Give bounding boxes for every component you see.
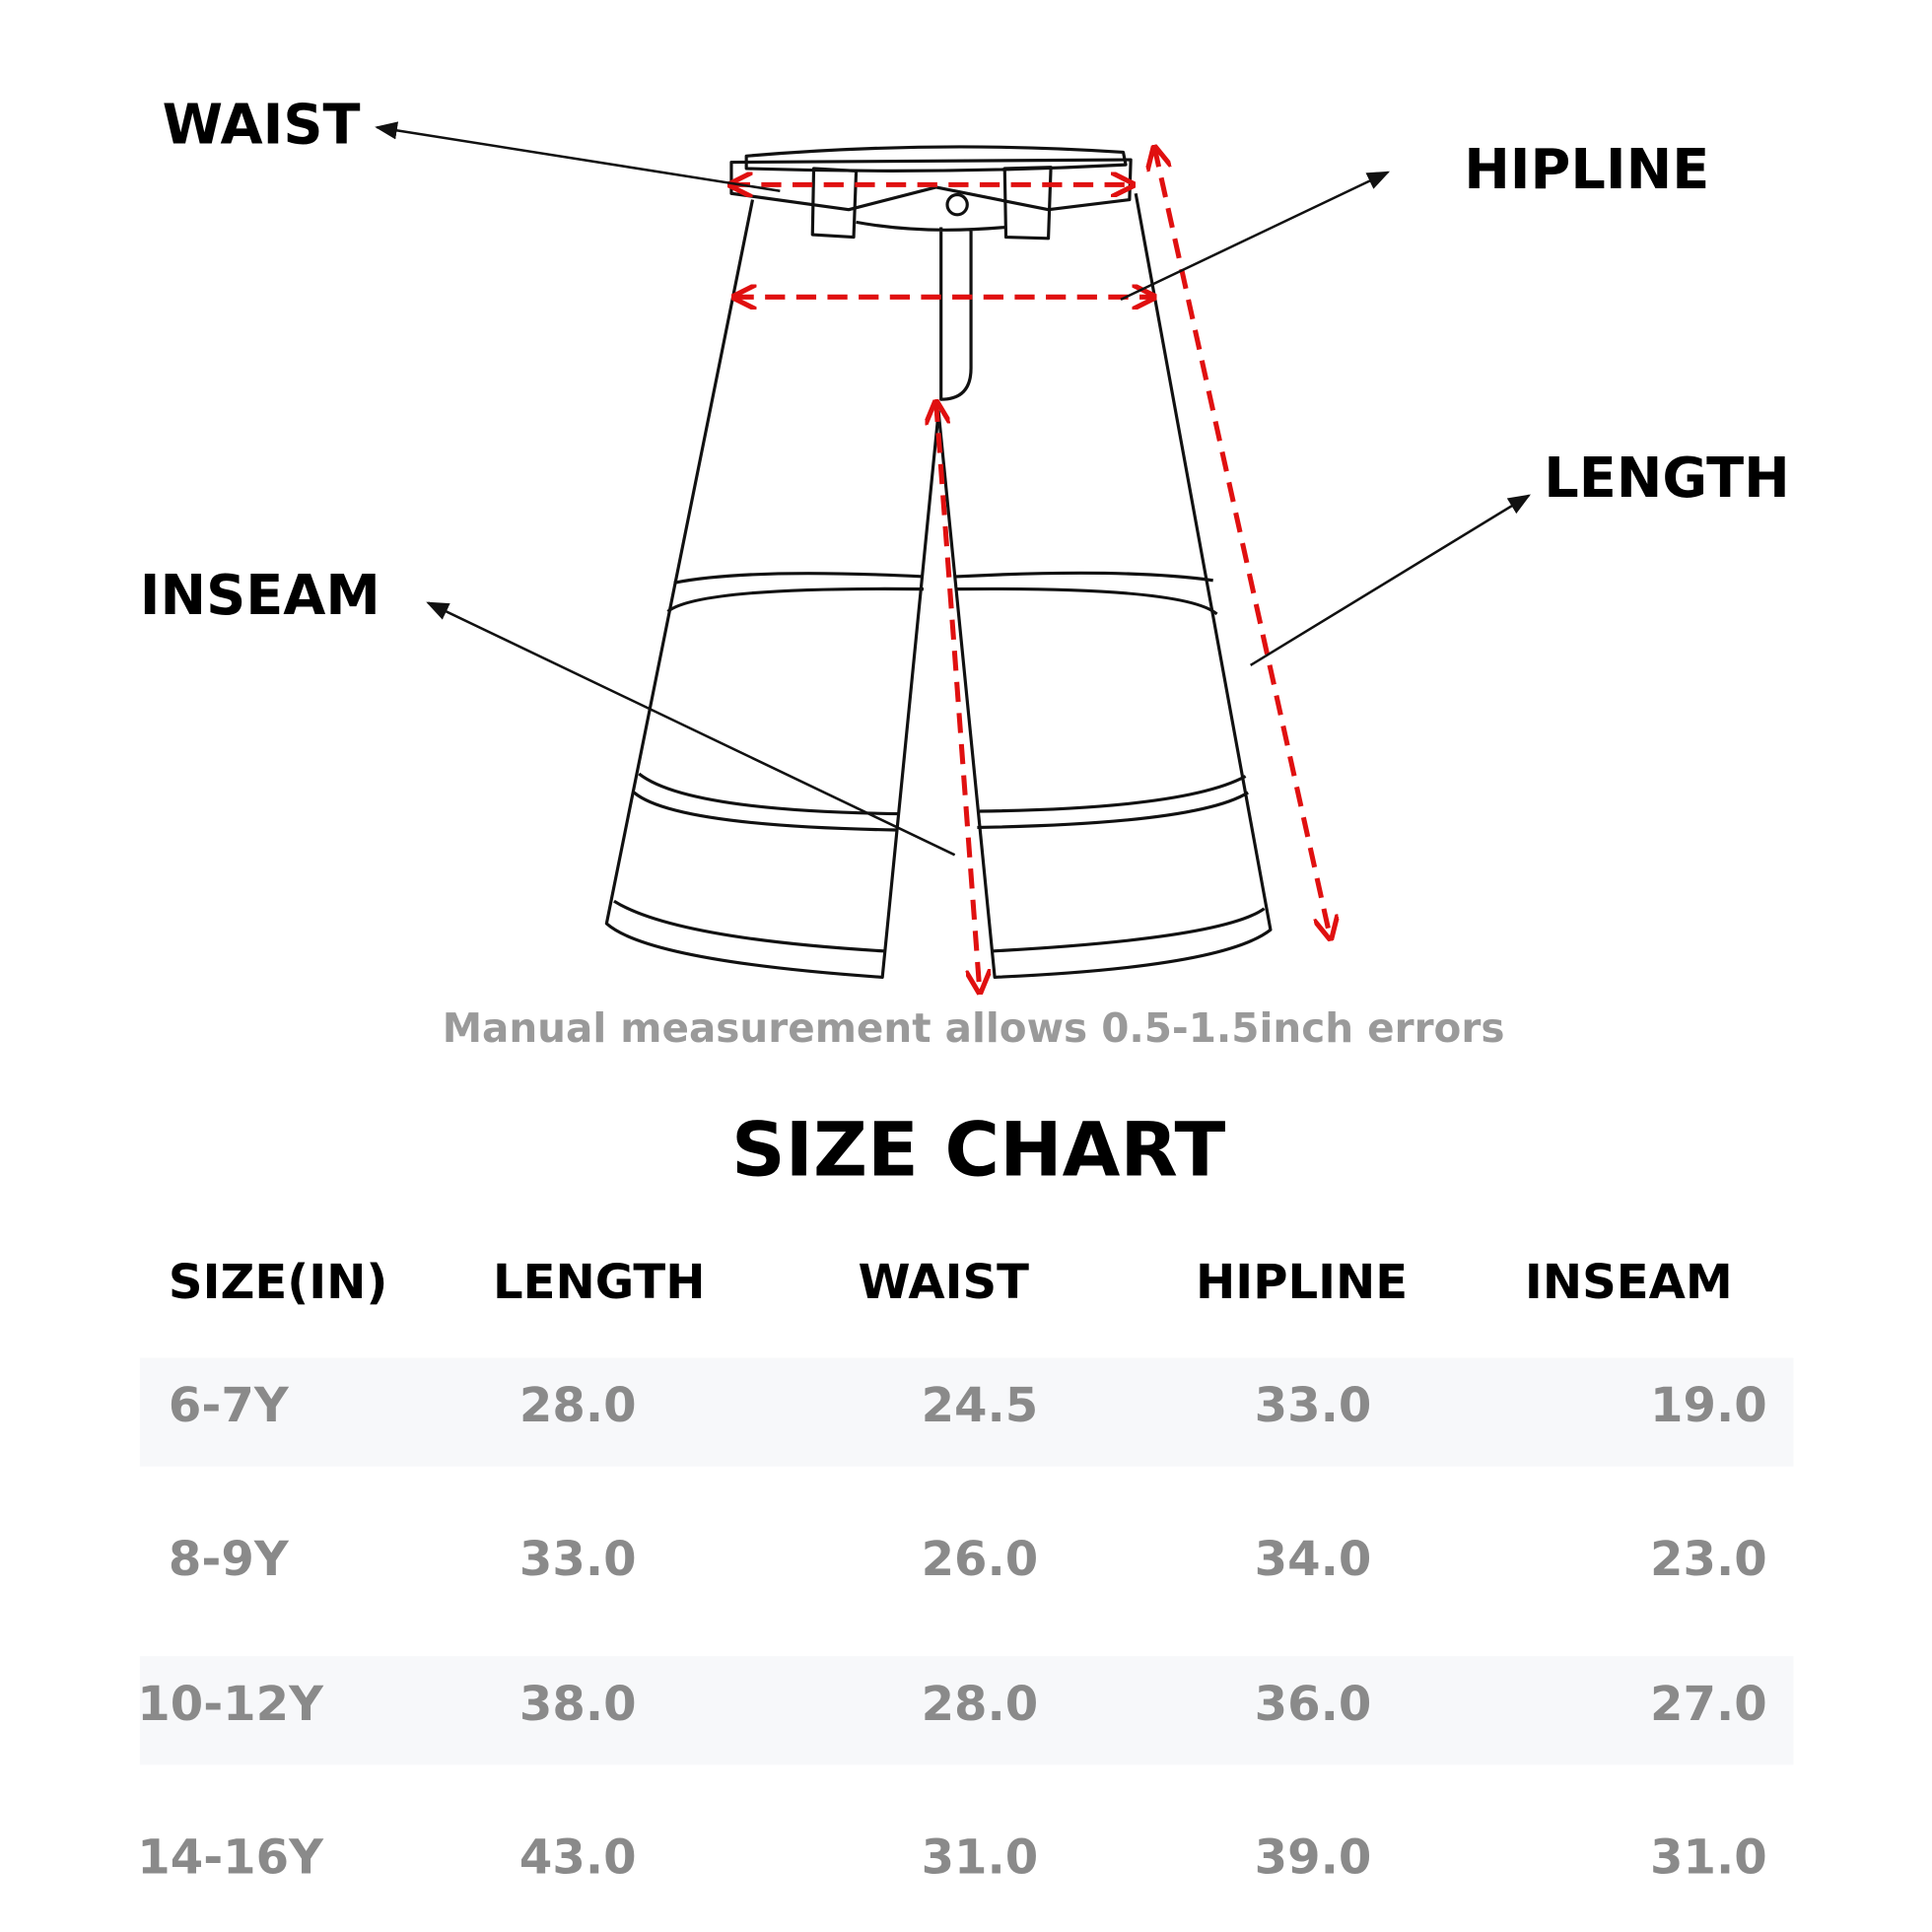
hipline-label: HIPLINE	[1464, 138, 1709, 202]
table-cell: 39.0	[1255, 1829, 1372, 1885]
table-cell: 27.0	[1650, 1677, 1767, 1732]
column-header: HIPLINE	[1196, 1255, 1408, 1310]
table-cell: 6-7Y	[169, 1378, 290, 1433]
table-cell: 36.0	[1255, 1677, 1372, 1732]
table-cell: 28.0	[519, 1378, 637, 1433]
row-shade	[139, 1357, 1794, 1467]
table-cell: 34.0	[1255, 1532, 1372, 1587]
table-cell: 10-12Y	[137, 1677, 324, 1732]
table-cell: 31.0	[922, 1829, 1039, 1885]
length-label: LENGTH	[1544, 447, 1790, 511]
waist-label: WAIST	[163, 94, 361, 158]
table-cell: 14-16Y	[137, 1829, 324, 1885]
table-cell: 38.0	[519, 1677, 637, 1732]
pants-drawing	[604, 145, 1273, 979]
size-table: SIZE(IN) LENGTH WAIST HIPLINE INSEAM 6-7Y 28.0…	[137, 1255, 1794, 1885]
note: Manual measurement allows 0.5-1.5inch er…	[443, 1004, 1505, 1052]
column-header: WAIST	[858, 1255, 1029, 1310]
measure-lines	[375, 121, 1531, 992]
table-cell: 33.0	[519, 1532, 637, 1587]
table-cell: 23.0	[1650, 1532, 1767, 1587]
table-cell: 19.0	[1650, 1378, 1767, 1433]
table-cell: 31.0	[1650, 1829, 1767, 1885]
table-cell: 8-9Y	[169, 1532, 290, 1587]
table-title: SIZE CHART	[731, 1106, 1226, 1194]
table-cell: 26.0	[922, 1532, 1039, 1587]
table-cell: 43.0	[519, 1829, 637, 1885]
table-cell: 28.0	[922, 1677, 1039, 1732]
row-shade	[139, 1656, 1794, 1765]
table-cell: 24.5	[922, 1378, 1039, 1433]
table-cell: 33.0	[1255, 1378, 1372, 1433]
column-header: LENGTH	[493, 1255, 706, 1310]
inseam-label: INSEAM	[140, 564, 380, 628]
column-header: SIZE(IN)	[169, 1255, 387, 1310]
column-header: INSEAM	[1525, 1255, 1733, 1310]
